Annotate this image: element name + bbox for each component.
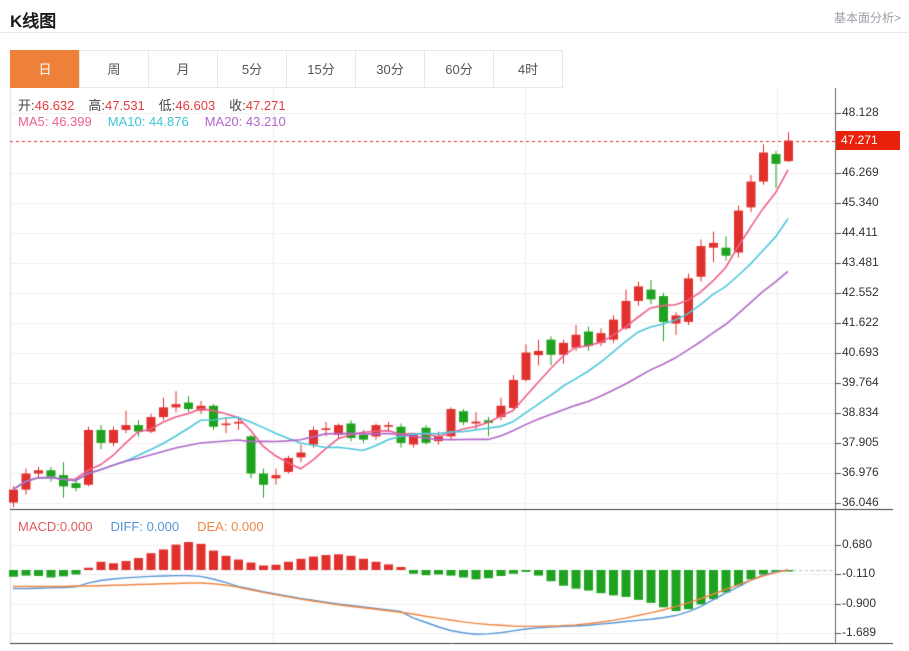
page-title: K线图 — [10, 12, 57, 31]
tab-30min[interactable]: 30分 — [355, 50, 425, 88]
low-value: 46.603 — [175, 98, 216, 113]
header-divider — [0, 32, 909, 33]
price-axis-label: 37.905 — [842, 434, 879, 449]
price-axis-label: 40.693 — [842, 344, 879, 359]
close-value: 47.271 — [245, 98, 286, 113]
high-label: 高: — [88, 98, 106, 113]
price-axis-label: 39.764 — [842, 374, 879, 389]
period-tab-bar: 日 周 月 5分 15分 30分 60分 4时 — [10, 50, 563, 88]
current-price-tag: 47.271 — [836, 131, 900, 151]
price-axis-label: 41.622 — [842, 314, 879, 329]
tab-day[interactable]: 日 — [10, 50, 80, 88]
macd-axis-label: 0.680 — [842, 536, 873, 551]
price-axis-label: 48.128 — [842, 104, 879, 119]
tab-60min[interactable]: 60分 — [424, 50, 494, 88]
price-axis-label: 36.976 — [842, 464, 879, 479]
close-label: 收: — [229, 98, 246, 113]
macd-axis-label: -1.689 — [842, 625, 877, 640]
macd-axis-label: -0.900 — [842, 595, 877, 610]
price-axis-label: 42.552 — [842, 284, 879, 299]
fundamental-analysis-link[interactable]: 基本面分析> — [833, 11, 901, 25]
price-axis-label: 38.834 — [842, 404, 879, 419]
ma5-legend: MA5: 46.399 — [18, 114, 92, 129]
ma10-legend: MA10: 44.876 — [107, 114, 189, 129]
macd-axis-label: -0.110 — [842, 566, 876, 581]
ohlc-row: 开:46.632 高:47.531 低:46.603 收:47.271 — [18, 95, 300, 114]
open-label: 开: — [18, 98, 35, 113]
price-axis-label: 46.269 — [842, 164, 879, 179]
price-axis-label: 43.481 — [842, 254, 879, 269]
ma-legend-row: MA5: 46.399 MA10: 44.876 MA20: 43.210 — [18, 114, 286, 129]
tab-4hour[interactable]: 4时 — [493, 50, 563, 88]
macd-legend: MACD:0.000 — [18, 519, 93, 534]
tab-month[interactable]: 月 — [148, 50, 218, 88]
price-axis-label: 36.046 — [842, 494, 879, 509]
price-axis-label: 44.411 — [842, 224, 878, 239]
open-value: 46.632 — [34, 98, 75, 113]
ma20-legend: MA20: 43.210 — [204, 114, 286, 129]
dea-legend: DEA: 0.000 — [197, 519, 264, 534]
price-axis-label: 45.340 — [842, 194, 879, 209]
macd-legend-row: MACD:0.000 DIFF: 0.000 DEA: 0.000 — [18, 519, 264, 534]
tab-5min[interactable]: 5分 — [217, 50, 287, 88]
high-value: 47.531 — [105, 98, 145, 113]
tab-week[interactable]: 周 — [79, 50, 149, 88]
low-label: 低: — [158, 98, 176, 113]
tab-15min[interactable]: 15分 — [286, 50, 356, 88]
diff-legend: DIFF: 0.000 — [110, 519, 180, 534]
